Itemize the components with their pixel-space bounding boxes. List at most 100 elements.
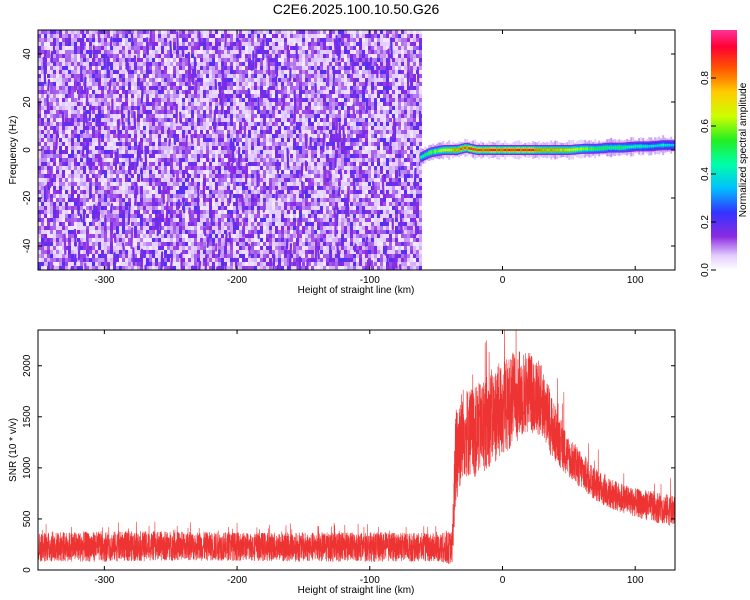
heatmap-cell [92, 102, 95, 106]
heatmap-cell [269, 118, 272, 122]
heatmap-cell [269, 30, 272, 34]
heatmap-cell [44, 202, 47, 206]
heatmap-cell [143, 34, 146, 38]
heatmap-cell [101, 50, 104, 54]
heatmap-cell [179, 66, 182, 70]
heatmap-cell [257, 262, 260, 266]
heatmap-cell [113, 106, 116, 110]
heatmap-cell [71, 66, 74, 70]
heatmap-cell [203, 110, 206, 114]
heatmap-cell [125, 226, 128, 230]
heatmap-cell [59, 86, 62, 90]
heatmap-cell [278, 166, 281, 170]
heatmap-cell [86, 198, 89, 202]
heatmap-cell [218, 54, 221, 58]
heatmap-cell [137, 94, 140, 98]
heatmap-cell [59, 146, 62, 150]
heatmap-cell [182, 186, 185, 190]
heatmap-cell [113, 226, 116, 230]
heatmap-cell [62, 158, 65, 162]
heatmap-cell [257, 202, 260, 206]
heatmap-cell [128, 130, 131, 134]
heatmap-cell [278, 230, 281, 234]
heatmap-cell [239, 106, 242, 110]
heatmap-cell [149, 74, 152, 78]
heatmap-cell [275, 250, 278, 254]
heatmap-cell [242, 70, 245, 74]
heatmap-cell [194, 94, 197, 98]
heatmap-cell [275, 202, 278, 206]
heatmap-cell [131, 106, 134, 110]
heatmap-cell [221, 50, 224, 54]
heatmap-cell [206, 202, 209, 206]
heatmap-cell [140, 202, 143, 206]
heatmap-cell [236, 182, 239, 186]
heatmap-cell [275, 98, 278, 102]
heatmap-cell [77, 174, 80, 178]
heatmap-cell [182, 178, 185, 182]
heatmap-cell [122, 182, 125, 186]
heatmap-cell [92, 138, 95, 142]
heatmap-cell [206, 62, 209, 66]
heatmap-cell [233, 262, 236, 266]
heatmap-cell [125, 138, 128, 142]
heatmap-cell [227, 114, 230, 118]
heatmap-cell [83, 250, 86, 254]
heatmap-cell [119, 62, 122, 66]
heatmap-cell [152, 242, 155, 246]
heatmap-cell [152, 138, 155, 142]
heatmap-cell [50, 226, 53, 230]
heatmap-cell [140, 266, 143, 270]
heatmap-cell [98, 158, 101, 162]
heatmap-cell [89, 62, 92, 66]
heatmap-cell [224, 166, 227, 170]
heatmap-cell [275, 262, 278, 266]
heatmap-cell [107, 54, 110, 58]
heatmap-cell [44, 134, 47, 138]
heatmap-cell [44, 46, 47, 50]
heatmap-cell [245, 78, 248, 82]
heatmap-cell [281, 138, 284, 142]
heatmap-cell [182, 30, 185, 34]
heatmap-cell [245, 62, 248, 66]
heatmap-cell [239, 266, 242, 270]
heatmap-cell [281, 182, 284, 186]
heatmap-cell [107, 122, 110, 126]
heatmap-cell [50, 186, 53, 190]
heatmap-cell [41, 106, 44, 110]
heatmap-cell [131, 54, 134, 58]
heatmap-cell [107, 106, 110, 110]
heatmap-cell [203, 246, 206, 250]
heatmap-cell [218, 46, 221, 50]
heatmap-cell [179, 242, 182, 246]
heatmap-cell [236, 82, 239, 86]
heatmap-cell [257, 250, 260, 254]
heatmap-cell [50, 134, 53, 138]
heatmap-cell [110, 158, 113, 162]
heatmap-cell [257, 94, 260, 98]
heatmap-cell [275, 34, 278, 38]
heatmap-cell [128, 90, 131, 94]
heatmap-cell [278, 98, 281, 102]
heatmap-cell [86, 126, 89, 130]
heatmap-cell [272, 182, 275, 186]
heatmap-cell [56, 238, 59, 242]
heatmap-cell [260, 66, 263, 70]
heatmap-cell [122, 94, 125, 98]
heatmap-cell [137, 78, 140, 82]
heatmap-cell [182, 134, 185, 138]
heatmap-cell [56, 174, 59, 178]
heatmap-cell [50, 82, 53, 86]
heatmap-cell [170, 138, 173, 142]
heatmap-cell [203, 46, 206, 50]
heatmap-cell [284, 30, 287, 34]
heatmap-cell [161, 66, 164, 70]
heatmap-cell [173, 210, 176, 214]
heatmap-cell [233, 122, 236, 126]
heatmap-cell [68, 250, 71, 254]
heatmap-cell [206, 234, 209, 238]
heatmap-cell [284, 58, 287, 62]
heatmap-cell [155, 214, 158, 218]
heatmap-cell [65, 182, 68, 186]
heatmap-cell [149, 186, 152, 190]
